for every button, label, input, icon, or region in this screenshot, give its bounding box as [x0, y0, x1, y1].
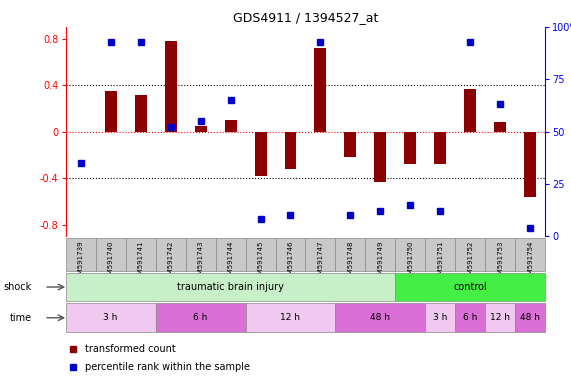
- Bar: [275, 238, 305, 271]
- Bar: [395, 238, 425, 271]
- Bar: [284, 131, 296, 169]
- Text: GSM591744: GSM591744: [227, 241, 234, 283]
- Bar: [335, 303, 425, 332]
- Bar: [395, 273, 545, 301]
- Text: GSM591748: GSM591748: [347, 241, 353, 283]
- Bar: [404, 131, 416, 164]
- Bar: [464, 88, 476, 131]
- Text: GSM591743: GSM591743: [198, 241, 204, 283]
- Bar: [66, 238, 96, 271]
- Text: 48 h: 48 h: [371, 313, 391, 322]
- Bar: [66, 273, 395, 301]
- Bar: [164, 41, 176, 131]
- Text: 3 h: 3 h: [103, 313, 118, 322]
- Bar: [485, 303, 515, 332]
- Text: GSM591752: GSM591752: [467, 241, 473, 283]
- Text: GSM591740: GSM591740: [107, 241, 114, 283]
- Text: GSM591742: GSM591742: [167, 241, 174, 283]
- Text: GSM591739: GSM591739: [78, 241, 84, 283]
- Text: 3 h: 3 h: [433, 313, 448, 322]
- Text: GSM591750: GSM591750: [407, 241, 413, 283]
- Text: control: control: [453, 282, 487, 292]
- Text: GSM591754: GSM591754: [527, 241, 533, 283]
- Bar: [246, 303, 335, 332]
- Bar: [485, 238, 515, 271]
- Bar: [255, 131, 267, 176]
- Text: 48 h: 48 h: [520, 313, 540, 322]
- Text: 12 h: 12 h: [490, 313, 510, 322]
- Text: GSM591746: GSM591746: [287, 241, 293, 283]
- Bar: [435, 131, 447, 164]
- Bar: [455, 238, 485, 271]
- Bar: [494, 122, 506, 131]
- Bar: [515, 303, 545, 332]
- Text: 6 h: 6 h: [463, 313, 477, 322]
- Title: GDS4911 / 1394527_at: GDS4911 / 1394527_at: [233, 11, 378, 24]
- Bar: [195, 126, 207, 131]
- Bar: [224, 120, 236, 131]
- Bar: [126, 238, 155, 271]
- Text: traumatic brain injury: traumatic brain injury: [177, 282, 284, 292]
- Bar: [524, 131, 536, 197]
- Text: percentile rank within the sample: percentile rank within the sample: [85, 362, 250, 372]
- Bar: [425, 238, 455, 271]
- Bar: [155, 238, 186, 271]
- Text: 6 h: 6 h: [194, 313, 208, 322]
- Text: transformed count: transformed count: [85, 344, 176, 354]
- Bar: [305, 238, 335, 271]
- Bar: [96, 238, 126, 271]
- Bar: [104, 91, 116, 131]
- Bar: [315, 48, 327, 131]
- Text: shock: shock: [4, 282, 32, 292]
- Text: GSM591753: GSM591753: [497, 241, 504, 283]
- Text: GSM591747: GSM591747: [317, 241, 324, 283]
- Bar: [135, 96, 147, 131]
- Bar: [66, 303, 155, 332]
- Text: GSM591745: GSM591745: [258, 241, 264, 283]
- Text: time: time: [10, 313, 32, 323]
- Bar: [186, 238, 215, 271]
- Text: GSM591751: GSM591751: [437, 241, 444, 283]
- Bar: [335, 238, 365, 271]
- Bar: [155, 303, 246, 332]
- Bar: [215, 238, 246, 271]
- Bar: [425, 303, 455, 332]
- Bar: [246, 238, 275, 271]
- Bar: [455, 303, 485, 332]
- Bar: [375, 131, 387, 182]
- Bar: [344, 131, 356, 157]
- Text: 12 h: 12 h: [280, 313, 300, 322]
- Bar: [515, 238, 545, 271]
- Text: GSM591749: GSM591749: [377, 241, 384, 283]
- Bar: [365, 238, 395, 271]
- Text: GSM591741: GSM591741: [138, 241, 144, 283]
